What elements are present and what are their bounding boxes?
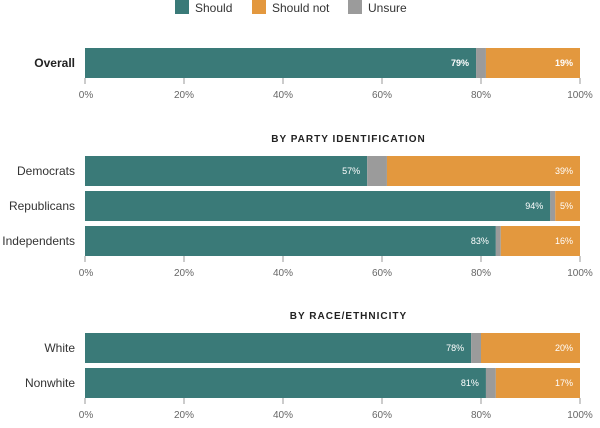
bar-segment-should-not — [500, 226, 580, 256]
value-label-should: 83% — [471, 236, 489, 246]
tick-label: 60% — [372, 268, 392, 279]
bar-segment-unsure — [476, 48, 486, 78]
tick-label: 0% — [79, 90, 94, 101]
bar-segment-should — [85, 226, 496, 256]
value-label-should: 57% — [342, 166, 360, 176]
section-title: BY PARTY IDENTIFICATION — [271, 134, 426, 145]
legend-label: Should — [195, 1, 232, 15]
tick-label: 60% — [372, 90, 392, 101]
legend-label: Unsure — [368, 1, 407, 15]
tick-label: 100% — [567, 268, 593, 279]
value-label-should: 79% — [451, 58, 469, 68]
bar-segment-should-not — [485, 48, 580, 78]
tick-label: 60% — [372, 410, 392, 421]
legend-swatch — [252, 0, 266, 14]
row-label: Nonwhite — [25, 376, 75, 390]
value-label-should-not: 5% — [560, 201, 573, 211]
bar-segment-should — [85, 48, 477, 78]
value-label-should-not: 39% — [555, 166, 573, 176]
tick-label: 0% — [79, 268, 94, 279]
tick-label: 80% — [471, 90, 491, 101]
section-title: BY RACE/ETHNICITY — [290, 311, 407, 322]
bar-segment-unsure — [550, 191, 556, 221]
legend-swatch — [348, 0, 362, 14]
value-label-should-not: 17% — [555, 378, 573, 388]
tick-label: 20% — [174, 268, 194, 279]
tick-label: 100% — [567, 410, 593, 421]
row-label: Democrats — [17, 164, 75, 178]
bar-segment-unsure — [367, 156, 387, 186]
tick-label: 80% — [471, 410, 491, 421]
value-label-should-not: 20% — [555, 343, 573, 353]
bar-segment-should — [85, 368, 486, 398]
tick-label: 80% — [471, 268, 491, 279]
row-label: White — [44, 341, 75, 355]
bar-segment-unsure — [485, 368, 496, 398]
row-label: Overall — [34, 56, 75, 70]
bar-segment-unsure — [495, 226, 501, 256]
tick-label: 40% — [273, 90, 293, 101]
value-label-should: 94% — [525, 201, 543, 211]
row-label: Independents — [2, 234, 75, 248]
value-label-should-not: 16% — [555, 236, 573, 246]
tick-label: 40% — [273, 410, 293, 421]
tick-label: 0% — [79, 410, 94, 421]
bar-segment-should — [85, 191, 551, 221]
row-label: Republicans — [9, 199, 75, 213]
value-label-should: 81% — [461, 378, 479, 388]
value-label-should: 78% — [446, 343, 464, 353]
bar-segment-should — [85, 156, 368, 186]
tick-label: 100% — [567, 90, 593, 101]
bar-segment-unsure — [471, 333, 481, 363]
bar-segment-should-not — [481, 333, 580, 363]
tick-label: 20% — [174, 410, 194, 421]
legend-swatch — [175, 0, 189, 14]
bar-segment-should-not — [555, 191, 580, 221]
legend-label: Should not — [272, 1, 330, 15]
value-label-should-not: 19% — [555, 58, 573, 68]
bar-segment-should-not — [495, 368, 580, 398]
bar-segment-should — [85, 333, 472, 363]
tick-label: 40% — [273, 268, 293, 279]
tick-label: 20% — [174, 90, 194, 101]
bar-segment-should-not — [386, 156, 580, 186]
